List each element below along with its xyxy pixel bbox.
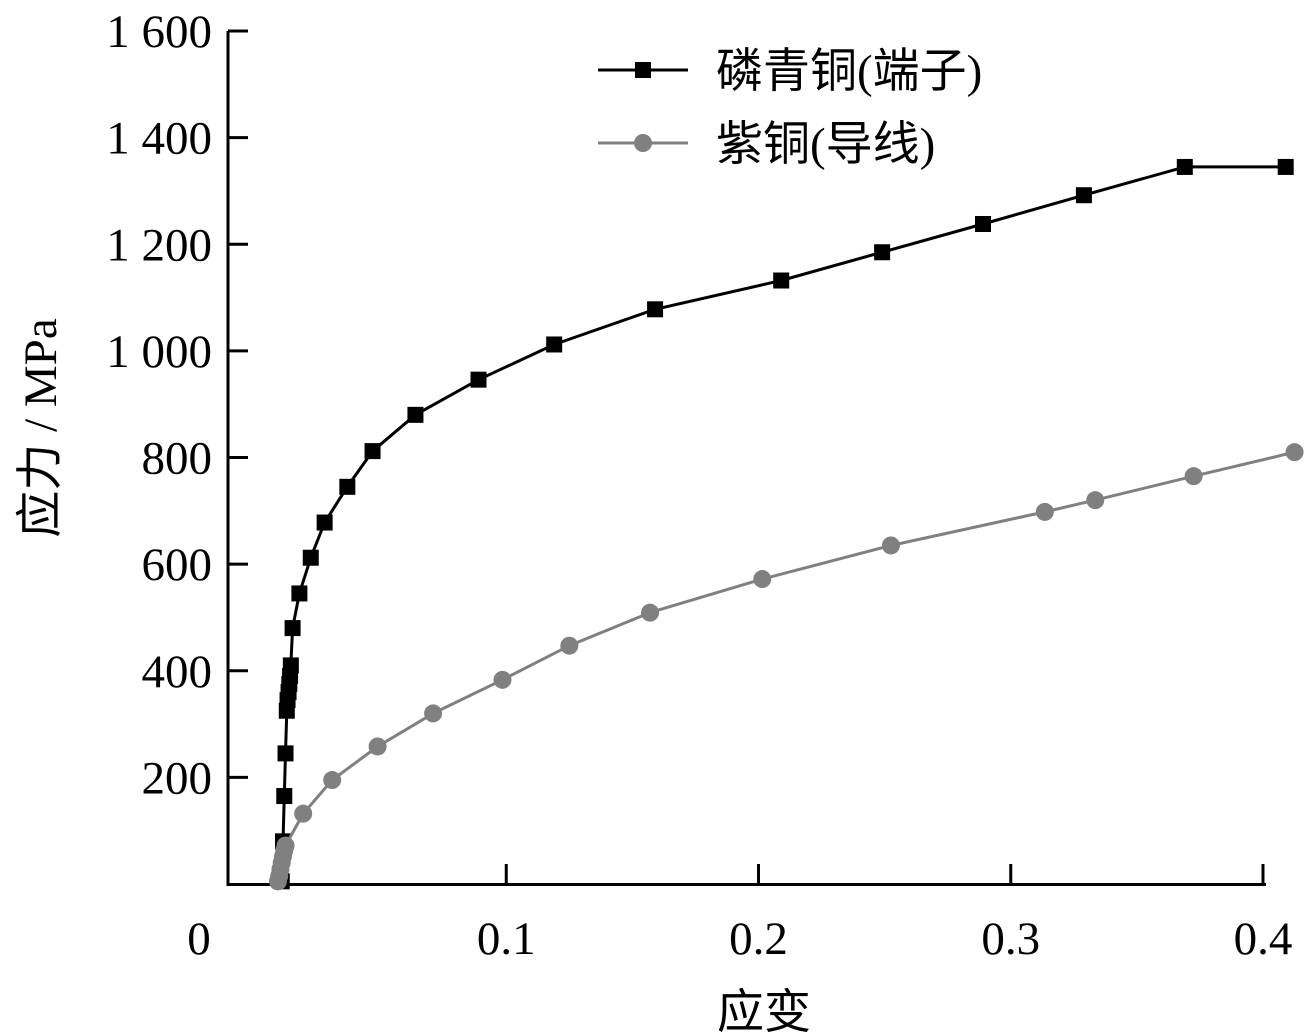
data-point-square — [1277, 158, 1294, 175]
data-point-circle — [368, 737, 387, 756]
legend-item-red-copper: 紫铜(导线) — [598, 119, 935, 171]
data-point-circle — [323, 771, 342, 790]
series-line — [276, 450, 1295, 882]
data-point-circle — [276, 836, 295, 855]
data-point-square — [546, 336, 563, 353]
data-point-circle — [641, 603, 660, 622]
data-point-square — [407, 406, 424, 423]
data-point-square — [1176, 158, 1193, 175]
data-point-square — [364, 443, 381, 460]
series-2 — [268, 443, 1304, 891]
y-tick-label: 1 600 — [106, 6, 212, 58]
series-1 — [273, 158, 1294, 890]
y-tick-label: 600 — [142, 539, 213, 591]
y-tick-label: 800 — [142, 433, 213, 485]
y-axis-ticks: 200 400 600 800 1 000 1 200 1 400 1 600 — [106, 6, 248, 804]
data-point-circle — [1086, 491, 1105, 510]
data-point-square — [284, 620, 301, 637]
x-tick-label: 0.4 — [1234, 913, 1293, 965]
legend-circle-marker — [634, 134, 652, 152]
x-tick-label: 0.2 — [729, 913, 788, 965]
legend-label-red-copper: 紫铜(导线) — [716, 119, 935, 171]
data-point-square — [773, 272, 790, 289]
data-point-square — [291, 585, 308, 602]
data-point-square — [874, 244, 891, 261]
data-point-circle — [1035, 502, 1054, 521]
data-point-circle — [881, 536, 900, 555]
data-point-circle — [424, 704, 443, 723]
data-point-square — [339, 478, 356, 495]
y-tick-label: 1 200 — [106, 219, 212, 271]
y-tick-label: 400 — [142, 646, 213, 698]
y-tick-label: 200 — [142, 752, 213, 804]
data-point-square — [277, 745, 294, 762]
data-point-square — [647, 301, 664, 318]
origin-tick-label: 0 — [187, 913, 211, 965]
data-point-circle — [753, 570, 772, 589]
series-layer — [268, 158, 1304, 891]
data-point-circle — [1285, 443, 1304, 462]
x-axis-ticks: 0.1 0.2 0.3 0.4 — [477, 864, 1293, 965]
data-point-square — [975, 215, 992, 232]
data-point-square — [1075, 187, 1092, 204]
legend: 磷青铜(端子) 紫铜(导线) — [598, 46, 982, 171]
y-tick-label: 1 000 — [106, 326, 212, 378]
data-point-square — [316, 514, 333, 531]
data-point-circle — [560, 636, 579, 655]
y-axis-title: 应力 / MPa — [15, 318, 67, 537]
data-point-square — [276, 788, 293, 805]
legend-square-marker — [635, 62, 651, 78]
data-point-square — [302, 549, 319, 566]
x-tick-label: 0.3 — [981, 913, 1040, 965]
data-point-square — [470, 371, 487, 388]
data-point-circle — [294, 804, 313, 823]
x-tick-label: 0.1 — [477, 913, 536, 965]
data-point-square — [282, 657, 299, 674]
legend-label-phosphor-bronze: 磷青铜(端子) — [716, 46, 982, 98]
data-point-circle — [1184, 467, 1203, 486]
x-axis-title: 应变 — [717, 987, 811, 1035]
y-tick-label: 1 400 — [106, 113, 212, 165]
data-point-circle — [493, 670, 512, 689]
legend-item-phosphor-bronze: 磷青铜(端子) — [598, 46, 982, 98]
